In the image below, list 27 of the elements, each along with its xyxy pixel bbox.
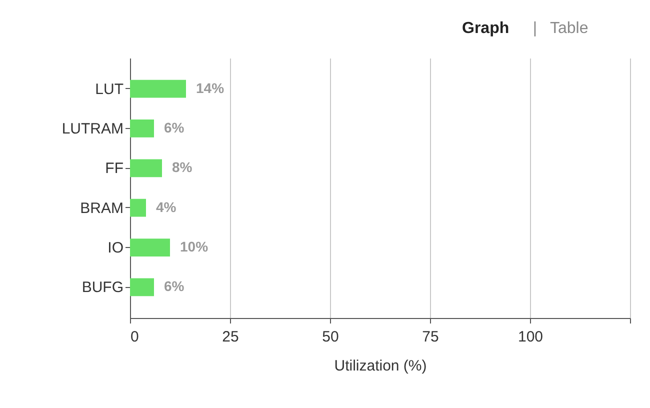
x-tick-label: 25 — [222, 328, 239, 346]
y-tick-label: LUT — [95, 80, 124, 98]
x-tick-label: 0 — [130, 328, 139, 346]
data-label: 14% — [196, 80, 225, 96]
y-tick-label: LUTRAM — [62, 120, 124, 138]
text: Table — [550, 20, 588, 37]
y-tick-label: BRAM — [80, 200, 124, 217]
bar — [130, 198, 146, 217]
y-tick-label: BUFG — [82, 279, 124, 296]
x-tick-label: 50 — [322, 328, 339, 346]
data-label: 6% — [164, 119, 185, 136]
bar — [130, 120, 154, 138]
x-axis-title: Utilization (%) — [334, 358, 427, 374]
x-tick-label: 100 — [518, 328, 544, 346]
data-label: 6% — [164, 278, 185, 294]
x-tick-label: 75 — [422, 328, 439, 346]
data-label: 8% — [172, 159, 193, 176]
bar — [130, 278, 154, 296]
y-tick-label: FF — [105, 160, 124, 178]
y-tick-label: IO — [108, 240, 124, 257]
data-label: 10% — [180, 238, 209, 255]
data-label: 4% — [156, 198, 177, 215]
text: | — [532, 20, 538, 37]
bar — [130, 238, 170, 256]
bar — [130, 159, 162, 178]
text: Graph — [462, 20, 510, 37]
bar — [130, 80, 186, 98]
